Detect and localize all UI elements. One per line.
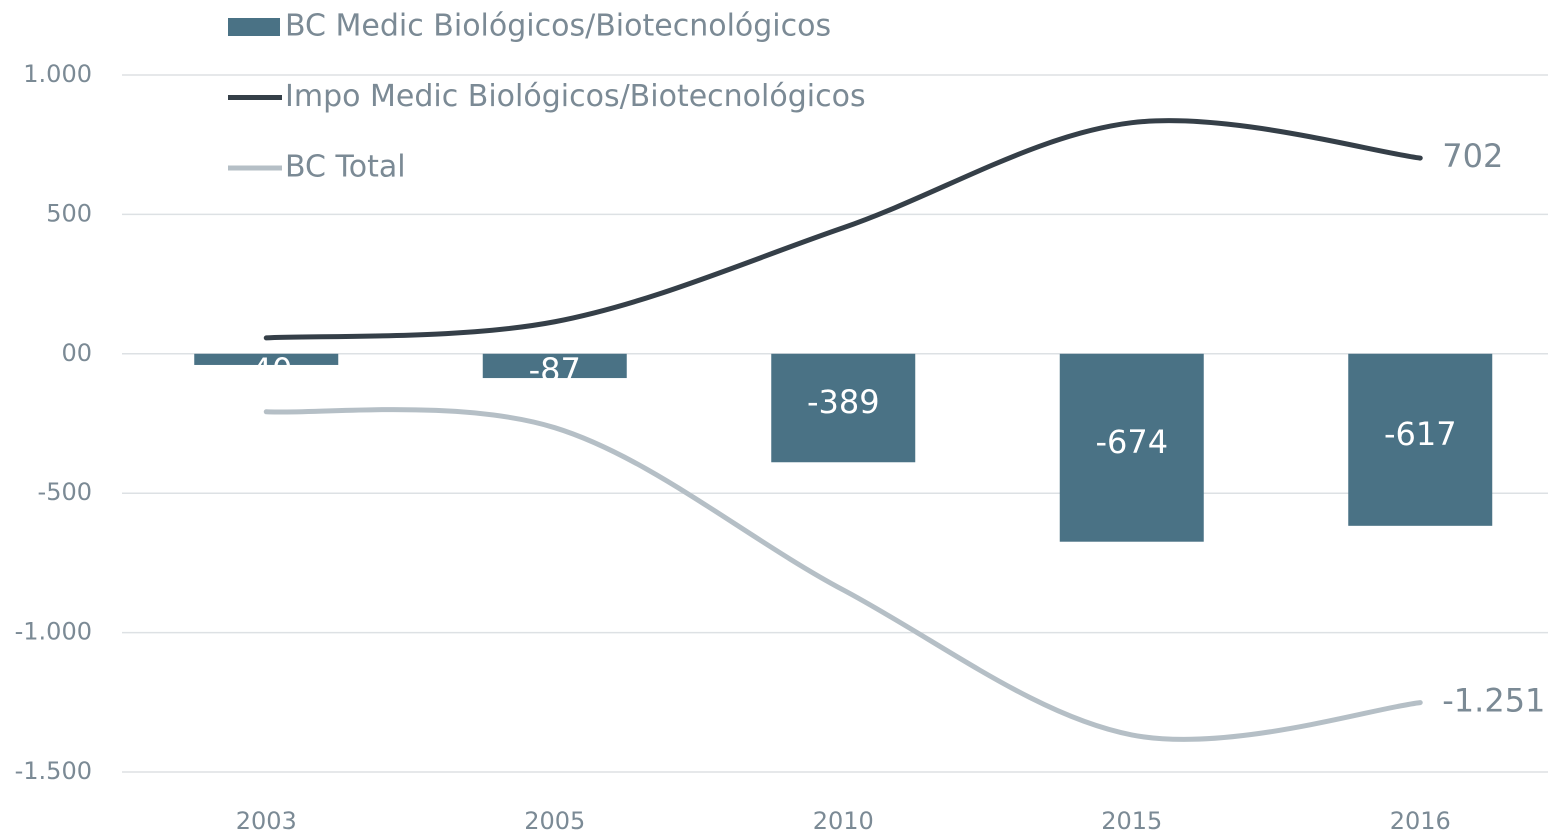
legend-label: BC Medic Biológicos/Biotecnológicos: [285, 9, 831, 44]
data-label: -1.251: [1442, 682, 1545, 720]
y-tick-label: 1.000: [23, 60, 92, 88]
legend-swatch: [228, 18, 280, 36]
bar: [1348, 353, 1493, 526]
bar: [1059, 353, 1204, 542]
y-tick-label: 500: [46, 199, 92, 227]
y-tick-label: -500: [38, 478, 92, 506]
x-tick-label: 2015: [1101, 807, 1162, 835]
data-label: -87: [529, 351, 581, 389]
legend-label: Impo Medic Biológicos/Biotecnológicos: [285, 79, 866, 114]
x-tick-label: 2016: [1390, 807, 1451, 835]
line: [263, 407, 1423, 742]
data-label: -40: [240, 351, 292, 389]
y-tick-label: -1.000: [15, 618, 92, 646]
y-tick-label: 00: [61, 339, 92, 367]
bar: [482, 353, 627, 379]
data-label: -617: [1384, 415, 1457, 453]
data-label: -389: [807, 383, 880, 421]
x-tick-label: 2005: [524, 807, 585, 835]
line: [263, 118, 1423, 341]
x-tick-label: 2010: [813, 807, 874, 835]
bar: [771, 353, 916, 463]
data-label: -674: [1095, 423, 1168, 461]
legend-label: BC Total: [285, 150, 406, 185]
x-tick-label: 2003: [236, 807, 297, 835]
data-label: 702: [1442, 137, 1503, 175]
y-tick-label: -1.500: [15, 757, 92, 785]
bar: [194, 353, 339, 365]
